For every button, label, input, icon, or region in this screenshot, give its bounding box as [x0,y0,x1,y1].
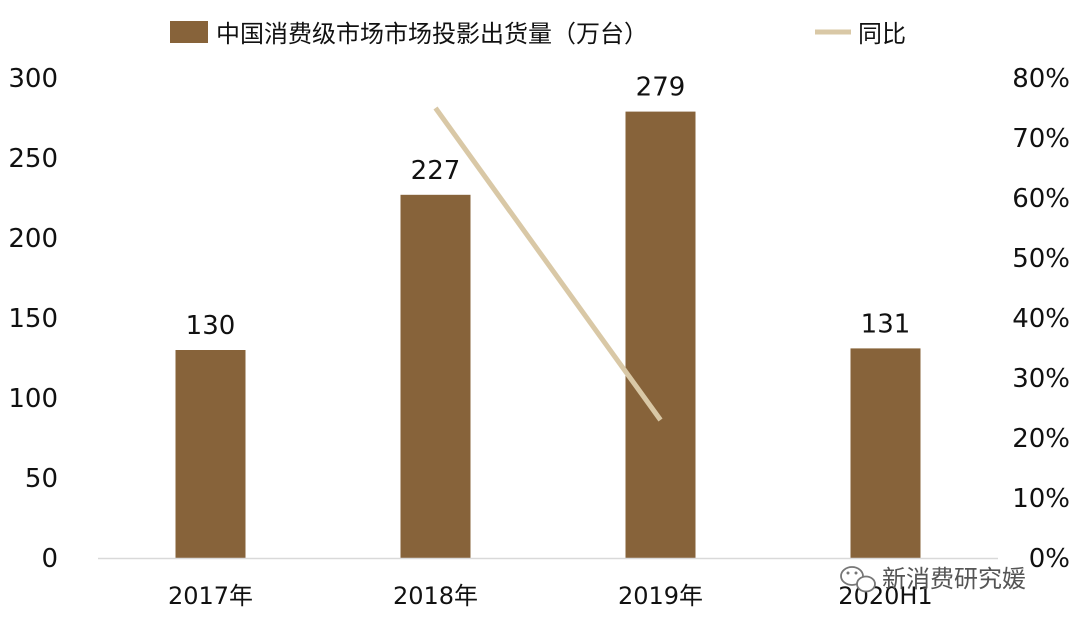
legend-label-shipments: 中国消费级市场市场投影出货量（万台） [216,20,648,48]
left-y-tick-label: 300 [8,64,58,94]
right-y-tick-label: 50% [1012,244,1070,274]
right-y-tick-label: 70% [1012,124,1070,154]
left-y-tick-label: 250 [8,144,58,174]
right-y-tick-label: 30% [1012,364,1070,394]
legend-label-yoy: 同比 [858,20,906,48]
right-y-tick-label: 20% [1012,424,1070,454]
right-y-tick-label: 80% [1012,64,1070,94]
legend: 中国消费级市场市场投影出货量（万台） 同比 [170,20,906,48]
bar-data-label: 131 [861,309,911,339]
bar-data-label: 130 [186,311,236,341]
bar [850,348,921,558]
left-y-axis: 0 50 100 150 200 250 300 [8,64,58,574]
bar [400,194,471,559]
right-y-tick-label: 0% [1029,544,1070,574]
bar-series [175,111,921,559]
x-axis-category-label: 2019年 [618,582,703,610]
bar-data-label: 227 [411,156,461,186]
bar-data-label: 279 [636,73,686,103]
x-axis-labels: 2017年 2018年 2019年 2020H1 [168,582,933,610]
watermark-text: 新消费研究媛 [882,565,1026,593]
left-y-tick-label: 0 [41,544,58,574]
line-series [433,106,663,422]
right-y-tick-label: 40% [1012,304,1070,334]
legend-swatch-shipments [170,21,208,43]
left-y-tick-label: 200 [8,224,58,254]
bar [175,350,246,558]
left-y-tick-label: 50 [25,464,58,494]
bar [625,111,696,558]
data-labels: 130 227 279 131 [186,73,911,341]
x-axis-category-label: 2018年 [393,582,478,610]
right-y-tick-label: 10% [1012,484,1070,514]
right-y-tick-label: 60% [1012,184,1070,214]
left-y-tick-label: 100 [8,384,58,414]
left-y-tick-label: 150 [8,304,58,334]
x-axis-category-label: 2017年 [168,582,253,610]
watermark: 新消费研究媛 [840,565,1026,593]
x-axis-category-label: 2020H1 [838,582,932,610]
yoy-line [433,106,663,422]
wechat-icon [840,566,876,593]
right-y-axis: 0% 10% 20% 30% 40% 50% 60% 70% 80% [1012,64,1070,574]
